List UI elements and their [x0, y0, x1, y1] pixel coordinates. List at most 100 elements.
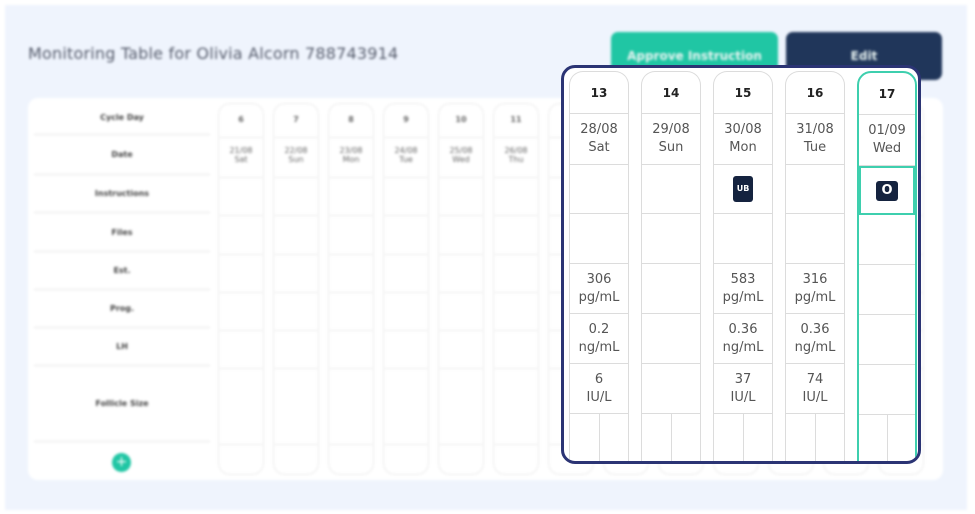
date-cell: 28/08 Sat — [570, 114, 628, 165]
instruction-badge[interactable]: O — [876, 180, 898, 201]
day-column-15[interactable]: 15 30/08 Mon UB 583 pg/mL 0.36 ng/mL 37 IU/L — [713, 71, 773, 461]
weekday-text: Sun — [288, 155, 304, 164]
table-cell — [274, 216, 318, 255]
follicle-divider — [599, 414, 600, 461]
table-cell — [439, 216, 483, 255]
cycle-day-cell: 16 — [786, 72, 844, 114]
follicle-cell[interactable] — [714, 414, 772, 461]
est-cell[interactable] — [859, 265, 915, 315]
table-cell: 25/08 Wed — [439, 138, 483, 178]
files-cell[interactable] — [859, 215, 915, 265]
day-column[interactable]: 8 23/08 Mon — [328, 103, 374, 475]
table-cell: 7 — [274, 103, 318, 138]
day-column-14[interactable]: 14 29/08 Sun — [641, 71, 701, 461]
day-column[interactable]: 11 26/08 Thu — [493, 103, 539, 475]
table-cell: 10 — [439, 103, 483, 138]
cycle-day-text: 15 — [734, 85, 752, 100]
lh-cell[interactable] — [859, 365, 915, 415]
lh-unit: IU/L — [730, 389, 756, 405]
page-title: Monitoring Table for Olivia Alcorn 78874… — [28, 44, 399, 63]
day-column[interactable]: 9 24/08 Tue — [383, 103, 429, 475]
follicle-cell[interactable] — [642, 414, 700, 461]
weekday-text: Thu — [508, 155, 524, 164]
cycle-day-cell: 14 — [642, 72, 700, 114]
date-text: 26/08 — [504, 146, 528, 155]
prog-cell[interactable]: 0.2 ng/mL — [570, 314, 628, 364]
est-cell[interactable]: 583 pg/mL — [714, 264, 772, 314]
follicle-divider — [743, 414, 744, 461]
table-cell — [219, 293, 263, 331]
prog-cell[interactable]: 0.36 ng/mL — [714, 314, 772, 364]
row-label: Files — [34, 213, 210, 252]
table-cell — [329, 331, 373, 369]
lh-cell[interactable] — [642, 364, 700, 414]
lh-cell[interactable]: 74 IU/L — [786, 364, 844, 414]
table-cell — [494, 369, 538, 445]
table-cell — [274, 255, 318, 293]
date-text: 22/08 — [284, 146, 308, 155]
prog-cell[interactable] — [859, 315, 915, 365]
table-cell — [219, 369, 263, 445]
add-row-button[interactable]: + — [112, 453, 131, 472]
table-cell — [329, 293, 373, 331]
table-cell: 24/08 Tue — [384, 138, 428, 178]
zoom-callout: 13 28/08 Sat 306 pg/mL 0.2 ng/mL 6 IU/L 14 29/08 Su… — [561, 65, 921, 464]
follicle-cell[interactable] — [786, 414, 844, 461]
day-column-17[interactable]: 17 01/09 Wed O — [857, 71, 917, 461]
weekday-text: Sat — [588, 140, 610, 155]
lh-cell[interactable]: 6 IU/L — [570, 364, 628, 414]
prog-cell[interactable]: 0.36 ng/mL — [786, 314, 844, 364]
table-cell — [494, 331, 538, 369]
table-cell — [219, 216, 263, 255]
instruction-cell[interactable] — [570, 165, 628, 214]
lh-value: 37 — [734, 371, 752, 387]
date-text: 01/09 — [868, 123, 906, 138]
row-label: Est. — [34, 252, 210, 290]
day-column[interactable]: 6 21/08 Sat — [218, 103, 264, 475]
est-cell[interactable]: 306 pg/mL — [570, 264, 628, 314]
est-unit: pg/mL — [722, 289, 764, 305]
files-cell[interactable] — [714, 214, 772, 264]
prog-unit: ng/mL — [722, 339, 764, 355]
date-text: 25/08 — [449, 146, 473, 155]
table-cell — [494, 293, 538, 331]
instruction-cell[interactable]: UB — [714, 165, 772, 214]
table-cell — [494, 178, 538, 216]
table-cell — [274, 178, 318, 216]
table-cell — [494, 255, 538, 293]
table-cell — [219, 178, 263, 216]
follicle-cell[interactable] — [859, 415, 915, 461]
prog-cell[interactable] — [642, 314, 700, 364]
day-column-16[interactable]: 16 31/08 Tue 316 pg/mL 0.36 ng/mL 74 IU/L — [785, 71, 845, 461]
day-column[interactable]: 10 25/08 Wed — [438, 103, 484, 475]
est-cell[interactable] — [642, 264, 700, 314]
row-label: Instructions — [34, 175, 210, 213]
cycle-day-text: 17 — [878, 86, 896, 101]
table-cell — [494, 216, 538, 255]
row-label: LH — [34, 328, 210, 366]
weekday-text: Tue — [399, 155, 413, 164]
lh-unit: IU/L — [802, 389, 828, 405]
weekday-text: Mon — [342, 155, 360, 164]
files-cell[interactable] — [570, 214, 628, 264]
files-cell[interactable] — [786, 214, 844, 264]
follicle-cell[interactable] — [570, 414, 628, 461]
instruction-badge[interactable]: UB — [732, 176, 754, 202]
instruction-cell[interactable] — [786, 165, 844, 214]
day-column-13[interactable]: 13 28/08 Sat 306 pg/mL 0.2 ng/mL 6 IU/L — [569, 71, 629, 461]
date-text: 28/08 — [580, 122, 618, 137]
est-unit: pg/mL — [578, 289, 620, 305]
table-cell — [329, 178, 373, 216]
instruction-cell[interactable]: O — [859, 166, 915, 215]
table-cell — [439, 369, 483, 445]
cycle-day-text: 16 — [806, 85, 824, 100]
weekday-text: Sun — [658, 140, 684, 155]
lh-cell[interactable]: 37 IU/L — [714, 364, 772, 414]
est-cell[interactable]: 316 pg/mL — [786, 264, 844, 314]
table-cell: 11 — [494, 103, 538, 138]
day-column[interactable]: 7 22/08 Sun — [273, 103, 319, 475]
table-cell — [384, 293, 428, 331]
files-cell[interactable] — [642, 214, 700, 264]
instruction-cell[interactable] — [642, 165, 700, 214]
date-text: 23/08 — [339, 146, 363, 155]
